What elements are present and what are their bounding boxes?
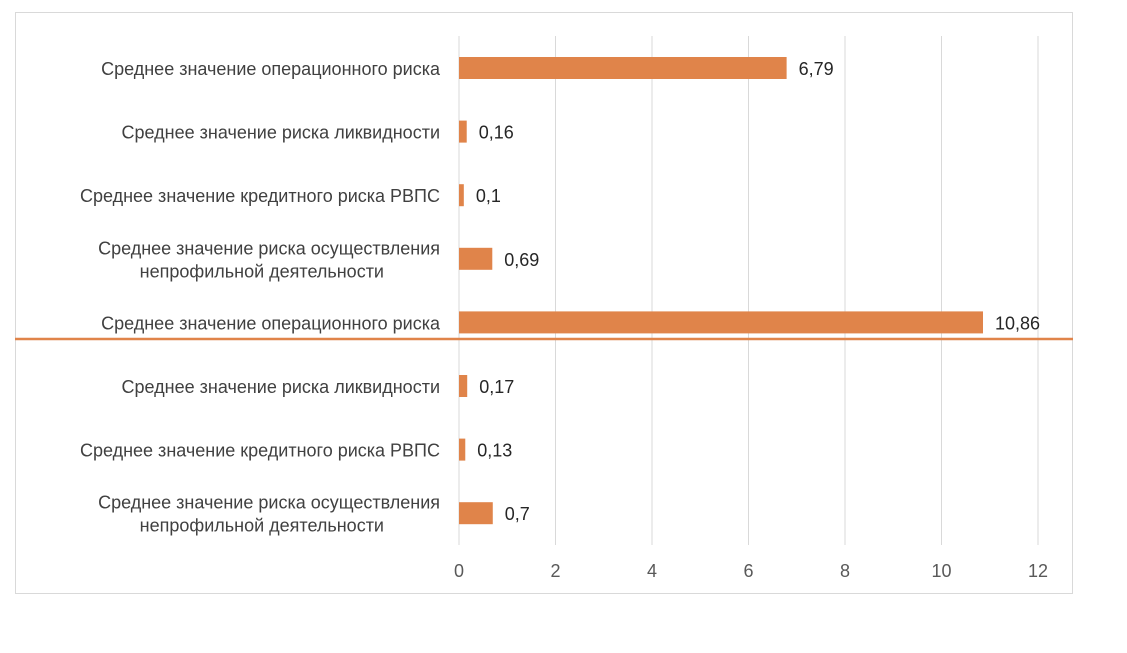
- category-label-line: Среднее значение операционного риска: [101, 313, 441, 333]
- x-tick-label: 8: [840, 561, 850, 581]
- bar: [459, 247, 493, 270]
- x-tick-label: 2: [550, 561, 560, 581]
- bar: [459, 311, 983, 334]
- data-label: 0,13: [477, 441, 512, 461]
- chart-frame: [15, 12, 1073, 594]
- bar: [459, 120, 467, 143]
- bar: [459, 502, 493, 525]
- category-label-line: Среднее значение риска осуществления: [98, 493, 440, 513]
- data-label: 10,86: [995, 313, 1040, 333]
- category-label: Среднее значение риска осуществления непр…: [98, 493, 440, 536]
- category-label-line: непрофильной деятельности: [140, 261, 384, 281]
- category-label: Среднее значение кредитного риска РВПС: [80, 186, 440, 206]
- bar: [459, 375, 468, 397]
- x-tick-label: 4: [647, 561, 657, 581]
- category-label-line: Среднее значение кредитного риска РВПС: [80, 186, 440, 206]
- data-label: 0,69: [504, 250, 539, 270]
- category-label-line: Среднее значение кредитного риска РВПС: [80, 441, 440, 461]
- category-label: Среднее значение кредитного риска РВПС: [80, 441, 440, 461]
- x-tick-label: 10: [931, 561, 951, 581]
- bar: [459, 57, 787, 79]
- category-label-line: непрофильной деятельности: [140, 516, 384, 536]
- category-label-line: Среднее значение риска ликвидности: [122, 123, 440, 143]
- category-label-line: Среднее значение риска ликвидности: [122, 377, 440, 397]
- data-label: 0,7: [505, 504, 530, 524]
- data-label: 0,17: [479, 377, 514, 397]
- category-label: Среднее значение операционного риска: [101, 313, 441, 333]
- category-label: Среднее значение риска ликвидности: [122, 123, 440, 143]
- bar: [459, 438, 466, 461]
- x-tick-label: 6: [743, 561, 753, 581]
- x-tick-label: 12: [1028, 561, 1048, 581]
- category-label: Среднее значение риска осуществления непр…: [98, 238, 440, 281]
- category-label-line: Среднее значение операционного риска: [101, 59, 441, 79]
- x-tick-label: 0: [454, 561, 464, 581]
- category-label: Среднее значение операционного риска: [101, 59, 441, 79]
- data-label: 0,16: [479, 123, 514, 143]
- category-label-line: Среднее значение риска осуществления: [98, 238, 440, 258]
- data-label: 6,79: [799, 59, 834, 79]
- data-label: 0,1: [476, 186, 501, 206]
- bar: [459, 184, 464, 207]
- category-label: Среднее значение риска ликвидности: [122, 377, 440, 397]
